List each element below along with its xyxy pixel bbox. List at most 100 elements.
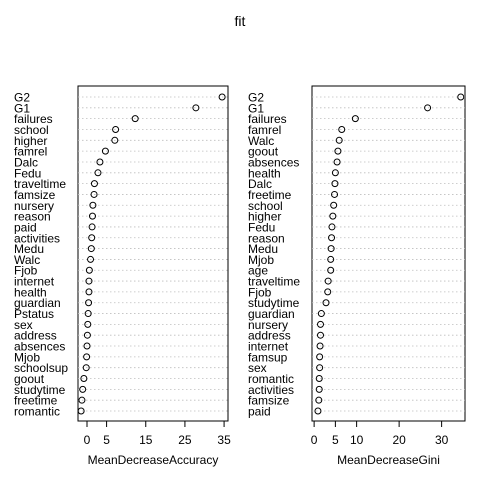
importance-point [315,385,323,393]
importance-point [90,190,98,198]
importance-point [90,180,98,188]
variable-label: nursery [14,199,54,213]
x-tick-label: 10 [350,433,364,447]
x-axis-label: MeanDecreaseAccuracy [88,453,219,467]
variable-label: paid [14,220,37,234]
panel-2: G2G1failuresfamrelWalcgooutabsenceshealt… [248,85,466,467]
importance-point [83,353,91,361]
importance-point [328,234,336,242]
variable-label: Mjob [248,253,274,267]
variable-label: famrel [248,123,281,137]
variable-label: absences [14,340,65,354]
variable-label: romantic [248,372,294,386]
variable-label: failures [248,112,287,126]
importance-point [112,125,120,133]
importance-point [111,136,119,144]
importance-point [327,255,335,263]
variable-label: goout [248,145,279,159]
variable-label: sex [14,318,33,332]
importance-point [88,212,96,220]
importance-point [317,320,324,328]
variable-label: school [248,199,283,213]
variable-label: Fjob [14,264,38,278]
importance-point [329,212,337,220]
importance-point [85,266,93,274]
importance-point [315,396,323,404]
variable-label: guardian [248,307,295,321]
variable-label: age [248,264,268,278]
importance-point [87,255,95,263]
variable-label: studytime [14,383,66,397]
variable-label: romantic [14,405,60,419]
importance-point [338,125,346,133]
plot-frame [311,85,466,422]
x-tick-label: 15 [139,433,153,447]
importance-point [192,104,200,112]
importance-point [335,136,343,144]
importance-point [85,288,93,296]
importance-point [324,277,332,285]
variable-label: higher [14,134,47,148]
importance-point [80,375,88,383]
variable-label: schoolsup [14,361,68,375]
variable-label: reason [248,231,285,245]
variable-label: address [248,329,291,343]
variable-label: famsup [248,350,288,364]
variable-label: famsize [14,188,56,202]
importance-point [78,396,86,404]
variable-label: Fedu [248,220,275,234]
x-tick-label: 0 [84,433,91,447]
variable-label: traveltime [14,177,66,191]
variable-label: failures [14,112,53,126]
variable-label: goout [14,372,45,386]
importance-point [317,310,325,318]
variable-label: Medu [14,242,44,256]
variable-label: health [14,285,47,299]
importance-point [316,364,324,372]
importance-point [85,277,93,285]
variable-label: G2 [248,91,264,105]
variable-label: Pstatus [14,307,54,321]
importance-point [322,299,330,307]
importance-point [84,320,92,328]
x-tick-label: 5 [332,433,339,447]
variable-label: Walc [14,253,40,267]
importance-point [351,115,359,123]
variable-label: Dalc [248,177,272,191]
variable-label: Mjob [14,350,40,364]
importance-point [317,331,324,339]
variable-label: G1 [14,101,30,115]
importance-point [324,288,332,296]
variable-label: freetime [248,188,292,202]
importance-point [77,407,85,415]
variable-label: famsize [248,394,290,408]
variable-label: internet [248,340,289,354]
variable-label: absences [248,155,299,169]
chart-title: fit [235,13,246,29]
variable-label: G1 [248,101,264,115]
importance-point [330,201,338,209]
x-tick-label: 0 [311,433,318,447]
importance-point [96,158,104,166]
x-tick-label: 25 [178,433,192,447]
x-tick-label: 35 [217,433,231,447]
variable-label: reason [14,210,51,224]
plot-frame [77,85,229,422]
importance-point [327,245,335,253]
importance-point [314,407,322,415]
variable-label: paid [248,405,271,419]
variable-label: traveltime [248,275,300,289]
variable-label: studytime [248,296,300,310]
variable-label: address [14,329,57,343]
variable-label: health [248,166,281,180]
variable-label: nursery [248,318,288,332]
x-tick-label: 5 [103,433,110,447]
variable-label: Walc [248,134,274,148]
variable-label: activities [14,231,60,245]
variable-label: guardian [14,296,61,310]
variable-label: G2 [14,91,30,105]
importance-point [316,342,324,350]
variable-label: famrel [14,145,47,159]
importance-point [94,169,102,177]
importance-point [82,364,90,372]
